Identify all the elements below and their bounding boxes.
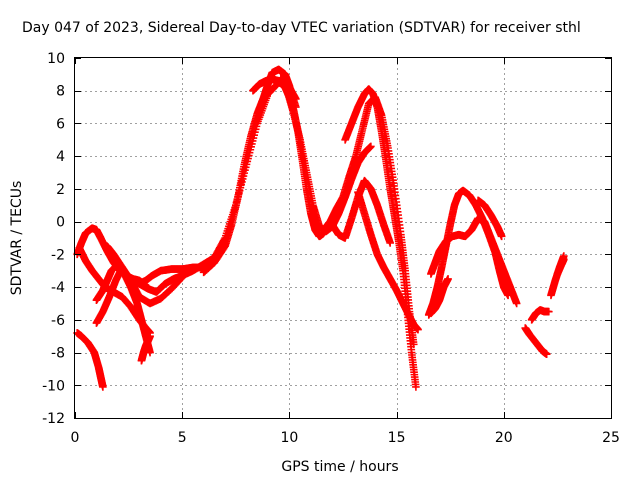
y-axis-label: SDTVAR / TECUs: [9, 181, 25, 296]
series-s23: [553, 255, 568, 278]
y-tick-label: 4: [56, 149, 65, 165]
series-s13: [341, 85, 420, 391]
series-s7: [137, 332, 154, 365]
data-point: [512, 299, 521, 308]
data-point: [497, 232, 506, 241]
x-tick-label: 0: [71, 430, 80, 446]
x-tick-label: 10: [280, 430, 298, 446]
y-tick-label: -10: [42, 378, 65, 394]
data-markers: [73, 65, 568, 391]
y-tick-label: 10: [47, 51, 65, 67]
data-point: [146, 348, 154, 357]
y-tick-label: -8: [51, 346, 65, 362]
data-point: [560, 255, 568, 264]
x-tick-label: 15: [388, 430, 406, 446]
series-s17: [427, 214, 521, 308]
series-s15: [328, 176, 394, 247]
series-s18: [427, 275, 452, 318]
data-point: [542, 350, 551, 358]
y-tick-label: 8: [56, 84, 65, 100]
data-point: [444, 275, 452, 283]
data-point: [545, 307, 553, 316]
y-tick-label: 6: [56, 116, 65, 132]
y-tick-labels: -12 -10 -8 -6 -4 -2 0 2 4 6 8 10: [42, 51, 65, 427]
series-s3: [73, 329, 107, 391]
data-point: [414, 325, 422, 334]
data-point: [99, 383, 107, 391]
series-s9: [199, 65, 300, 277]
y-tick-label: 2: [56, 182, 65, 198]
data-point: [386, 239, 394, 247]
series-s14: [354, 188, 422, 334]
series-s20: [521, 324, 551, 358]
data-point: [367, 142, 375, 151]
y-tick-label: -6: [51, 313, 65, 329]
y-tick-label: 0: [56, 215, 65, 231]
series-s21: [527, 306, 553, 324]
series-s19: [474, 196, 506, 241]
x-tick-label: 20: [495, 430, 513, 446]
x-tick-label: 25: [602, 430, 620, 446]
y-tick-label: -2: [51, 247, 65, 263]
plot-frame: [74, 57, 612, 419]
x-axis-label: GPS time / hours: [281, 459, 398, 475]
grid: [75, 58, 611, 418]
axis-ticks: [75, 58, 612, 419]
y-tick-label: -12: [42, 411, 65, 427]
chart-title: Day 047 of 2023, Sidereal Day-to-day VTE…: [22, 20, 581, 36]
data-point: [412, 383, 420, 391]
x-tick-labels: 0 5 10 15 20 25: [71, 430, 620, 446]
y-tick-label: -4: [51, 280, 65, 296]
x-tick-label: 5: [178, 430, 187, 446]
data-point: [146, 332, 154, 340]
